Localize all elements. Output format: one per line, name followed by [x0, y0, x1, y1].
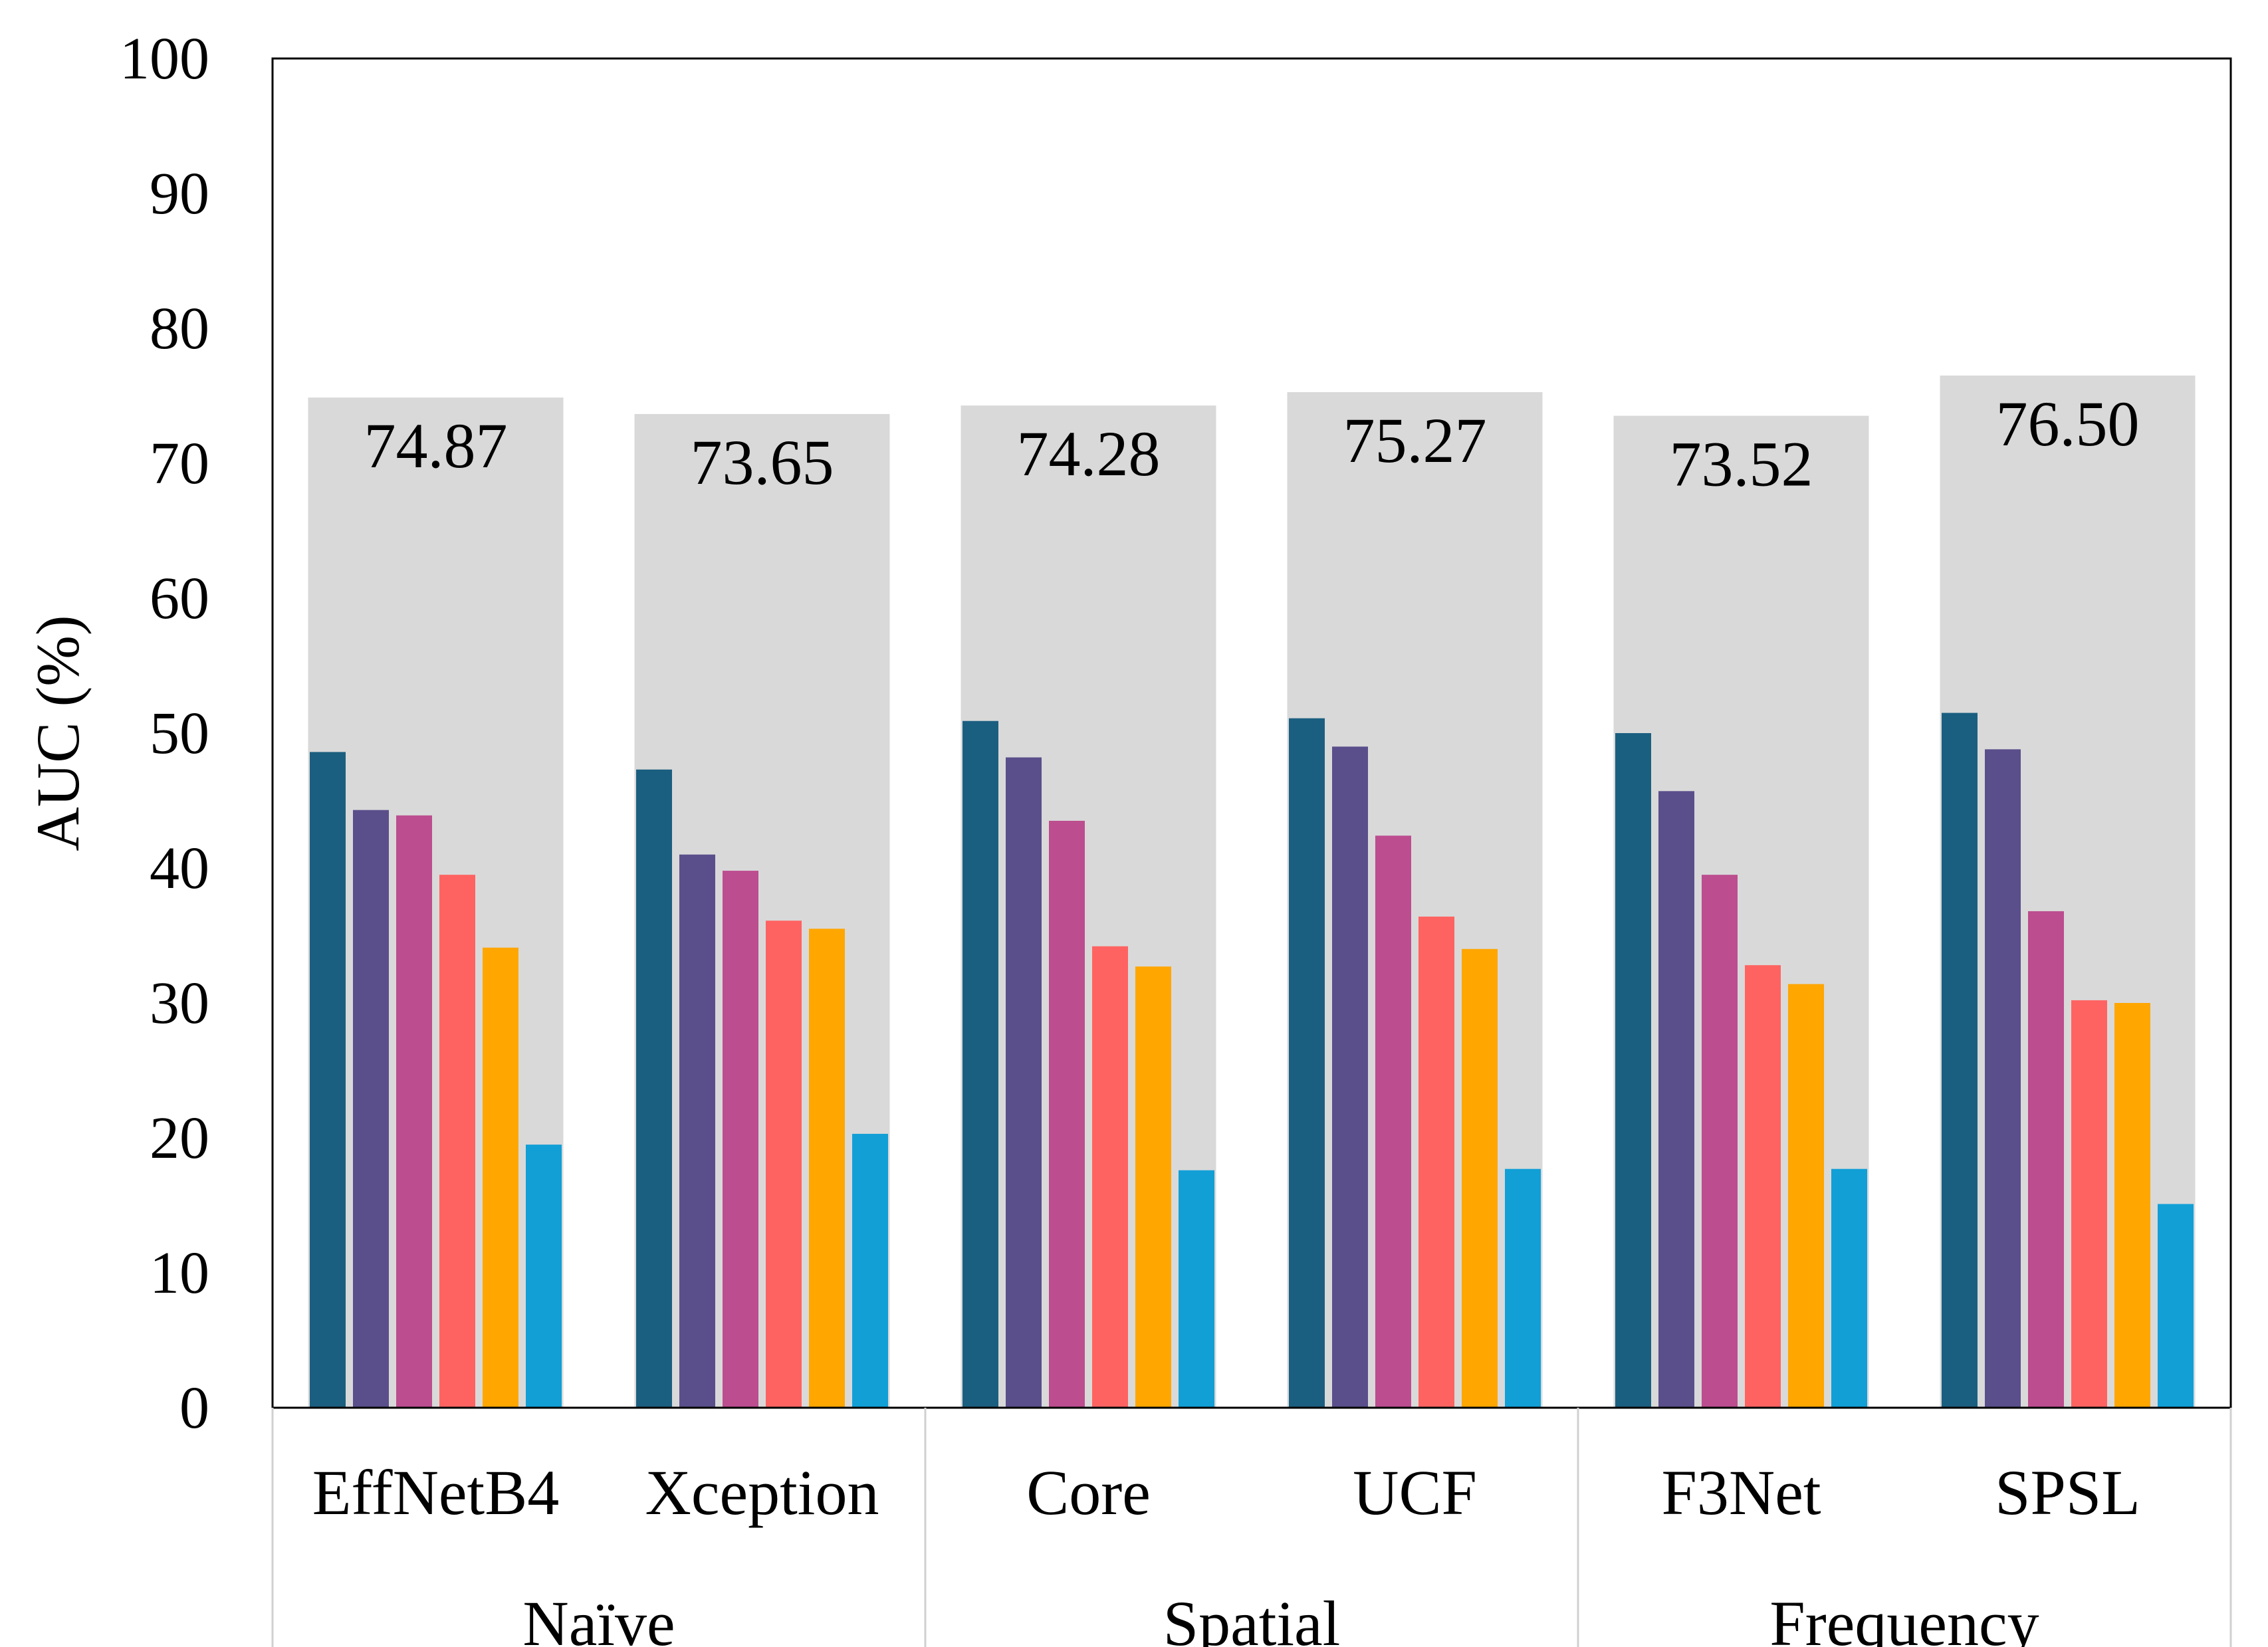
background-bar-core [961, 405, 1216, 1408]
bar-ucf-s4 [1418, 917, 1454, 1408]
background-bar-label: 74.28 [1017, 418, 1161, 489]
y-tick-label: 90 [150, 161, 209, 227]
bar-ucf-s2 [1332, 746, 1368, 1408]
x-tick-label: UCF [1353, 1457, 1477, 1528]
bar-effnetb4-s5 [483, 947, 518, 1408]
bar-core-s2 [1006, 757, 1042, 1408]
y-tick-label: 30 [150, 970, 209, 1036]
bar-core-s1 [963, 720, 998, 1408]
x-tick-label: Xception [645, 1457, 879, 1528]
bar-ucf-s3 [1375, 835, 1411, 1408]
bar-core-s4 [1092, 946, 1128, 1408]
x-tick-label: SPSL [1995, 1457, 2140, 1528]
bar-xception-s5 [809, 929, 845, 1408]
group-label: Spatial [1163, 1588, 1341, 1647]
bar-spsl-s6 [2158, 1204, 2194, 1408]
bar-effnetb4-s3 [396, 815, 432, 1408]
bar-f3net-s5 [1788, 984, 1824, 1408]
background-bars-layer: 74.87 73.65 74.28 75.27 73.52 76.50 [308, 376, 2196, 1408]
bar-ucf-s1 [1289, 718, 1325, 1408]
y-tick-label: 0 [179, 1375, 209, 1441]
bar-xception-s3 [723, 871, 758, 1408]
y-axis-label: AUC (%) [24, 615, 92, 851]
bar-effnetb4-s1 [310, 752, 346, 1408]
y-tick-label: 80 [150, 296, 209, 362]
bar-ucf-s6 [1505, 1168, 1541, 1408]
group-label: Naïve [522, 1588, 675, 1647]
bar-core-s3 [1049, 820, 1085, 1408]
plot-frame [271, 57, 2232, 1409]
x-axis-categories: EffNetB4 Xception Core UCF F3Net SPSL Naïve Spa… [312, 1457, 2140, 1647]
bar-f3net-s6 [1831, 1168, 1867, 1408]
bar-xception-s4 [766, 921, 802, 1408]
bar-f3net-s1 [1615, 733, 1651, 1408]
bar-xception-s1 [636, 769, 672, 1408]
y-tick-label: 50 [150, 701, 209, 766]
bar-ucf-s5 [1462, 948, 1498, 1408]
bar-spsl-s1 [1942, 713, 1978, 1408]
y-tick-label: 70 [150, 431, 209, 496]
bar-effnetb4-s4 [439, 875, 475, 1408]
bar-f3net-s2 [1658, 791, 1694, 1408]
y-axis-ticks: 0 10 20 30 40 50 60 70 80 90 100 [120, 26, 209, 1441]
y-tick-label: 20 [150, 1105, 209, 1171]
bar-f3net-s3 [1702, 875, 1738, 1408]
bars-layer [310, 713, 2194, 1408]
bar-effnetb4-s6 [526, 1145, 562, 1408]
background-bar-ucf [1287, 392, 1543, 1408]
bar-effnetb4-s2 [353, 810, 389, 1408]
y-tick-label: 60 [150, 566, 209, 631]
background-bar-spsl [1940, 376, 2196, 1408]
x-axis-separators [271, 1408, 2232, 1647]
background-bar-f3net [1613, 415, 1869, 1408]
group-label: Frequency [1769, 1588, 2039, 1647]
bar-core-s6 [1179, 1170, 1214, 1408]
background-bar-effnetb4 [308, 397, 564, 1408]
bar-core-s5 [1135, 966, 1171, 1408]
background-bar-label: 73.65 [691, 427, 834, 498]
background-bar-label: 76.50 [1996, 388, 2140, 459]
bar-xception-s2 [679, 854, 715, 1408]
bar-f3net-s4 [1745, 965, 1781, 1408]
background-bar-label: 74.87 [364, 410, 508, 481]
background-bar-label: 75.27 [1343, 405, 1487, 476]
background-bar-label: 73.52 [1670, 429, 1813, 500]
bar-spsl-s2 [1985, 749, 2021, 1408]
background-bar-xception [634, 413, 890, 1408]
y-tick-label: 40 [150, 835, 209, 901]
y-tick-label: 100 [120, 26, 209, 92]
bar-xception-s6 [852, 1133, 888, 1408]
bar-spsl-s4 [2071, 1000, 2107, 1408]
x-tick-label: EffNetB4 [312, 1457, 559, 1528]
x-tick-label: F3Net [1662, 1457, 1821, 1528]
bar-spsl-s5 [2114, 1003, 2150, 1408]
bar-spsl-s3 [2028, 911, 2064, 1408]
y-tick-label: 10 [150, 1240, 209, 1306]
x-tick-label: Core [1026, 1457, 1151, 1528]
